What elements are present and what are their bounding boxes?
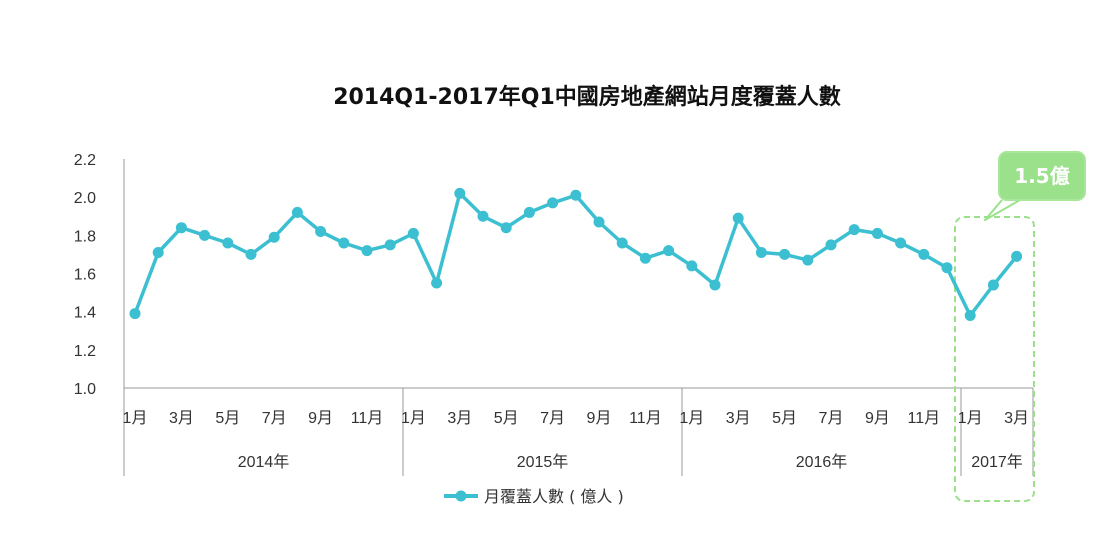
data-point: [245, 248, 257, 260]
data-point: [779, 248, 791, 260]
data-point: [338, 237, 350, 249]
data-point: [547, 197, 559, 209]
y-tick-label: 2.0: [74, 190, 96, 207]
data-point: [477, 210, 489, 222]
data-point: [291, 206, 303, 218]
data-point: [871, 227, 883, 239]
x-tick-label: 5月: [215, 410, 240, 427]
x-tick-label: 3月: [726, 410, 751, 427]
x-tick-label: 9月: [587, 410, 612, 427]
y-tick-label: 1.6: [74, 267, 96, 284]
data-point: [848, 224, 860, 236]
data-point: [918, 248, 930, 260]
data-point: [222, 237, 234, 249]
x-tick-label: 5月: [494, 410, 519, 427]
data-point: [663, 245, 675, 257]
data-point: [152, 247, 164, 259]
data-point: [523, 206, 535, 218]
x-tick-label: 7月: [540, 410, 565, 427]
year-label: 2015年: [517, 453, 569, 471]
callout-box: [998, 151, 1086, 201]
data-point: [616, 237, 628, 249]
data-point: [825, 239, 837, 251]
y-tick-label: 1.2: [74, 343, 96, 360]
data-point: [732, 212, 744, 224]
data-point: [755, 247, 767, 259]
data-point: [987, 279, 999, 291]
x-tick-label: 1月: [123, 410, 148, 427]
year-label: 2017年: [971, 453, 1023, 471]
data-point: [199, 229, 211, 241]
data-point: [686, 260, 698, 272]
legend-marker-icon: [455, 490, 467, 502]
x-tick-label: 11月: [907, 410, 940, 427]
x-tick-label: 5月: [772, 410, 797, 427]
x-tick-label: 7月: [262, 410, 287, 427]
year-label: 2014年: [238, 453, 290, 471]
data-point: [407, 227, 419, 239]
x-tick-label: 7月: [819, 410, 844, 427]
x-tick-label: 1月: [401, 410, 426, 427]
y-tick-label: 1.8: [74, 228, 96, 245]
x-tick-label: 3月: [447, 410, 472, 427]
x-tick-label: 9月: [308, 410, 333, 427]
data-point: [315, 226, 327, 238]
x-tick-label: 1月: [679, 410, 704, 427]
y-tick-label: 1.4: [74, 305, 96, 322]
series-coverage: [129, 187, 1023, 321]
data-point: [268, 231, 280, 243]
data-point: [802, 254, 814, 266]
data-point: [384, 239, 396, 251]
data-point: [895, 237, 907, 249]
x-tick-label: 1月: [958, 410, 983, 427]
x-tick-label: 3月: [169, 410, 194, 427]
data-point: [709, 279, 721, 291]
series-line: [133, 191, 1018, 318]
data-point: [639, 252, 651, 264]
data-point: [941, 262, 953, 274]
data-point: [129, 308, 141, 320]
y-axis: 1.0 1.2 1.4 1.6 1.8 2.0 2.2: [74, 152, 125, 398]
x-tick-label: 9月: [865, 410, 890, 427]
year-label: 2016年: [796, 453, 848, 471]
data-point: [454, 187, 466, 199]
highlight-box: [954, 216, 1035, 502]
highlight-2017: 1.5億: [954, 151, 1086, 502]
data-point: [431, 277, 443, 289]
callout-label: 1.5億: [1014, 164, 1069, 188]
chart-title: 2014Q1-2017年Q1中國房地產網站月度覆蓋人數: [333, 84, 841, 110]
y-tick-label: 1.0: [74, 381, 96, 398]
x-tick-label: 11月: [351, 410, 384, 427]
callout-pointer: [984, 199, 1021, 221]
data-point: [500, 222, 512, 234]
data-point: [570, 189, 582, 201]
data-point: [1011, 250, 1023, 262]
x-tick-label: 11月: [629, 410, 662, 427]
y-tick-label: 2.2: [74, 152, 96, 169]
data-point: [593, 216, 605, 228]
x-axis: 1月 3月 5月 7月 9月 11月 1月 3月 5月 7月 9月 11月 1月 3月 5月 7月 9月 11月 1…: [123, 387, 1034, 476]
data-point: [175, 222, 187, 234]
x-tick-label: 3月: [1004, 410, 1029, 427]
data-point: [964, 309, 976, 321]
legend: 月覆蓋人數 ( 億人 ): [444, 487, 624, 506]
data-point: [361, 245, 373, 257]
legend-label: 月覆蓋人數 ( 億人 ): [484, 487, 624, 506]
